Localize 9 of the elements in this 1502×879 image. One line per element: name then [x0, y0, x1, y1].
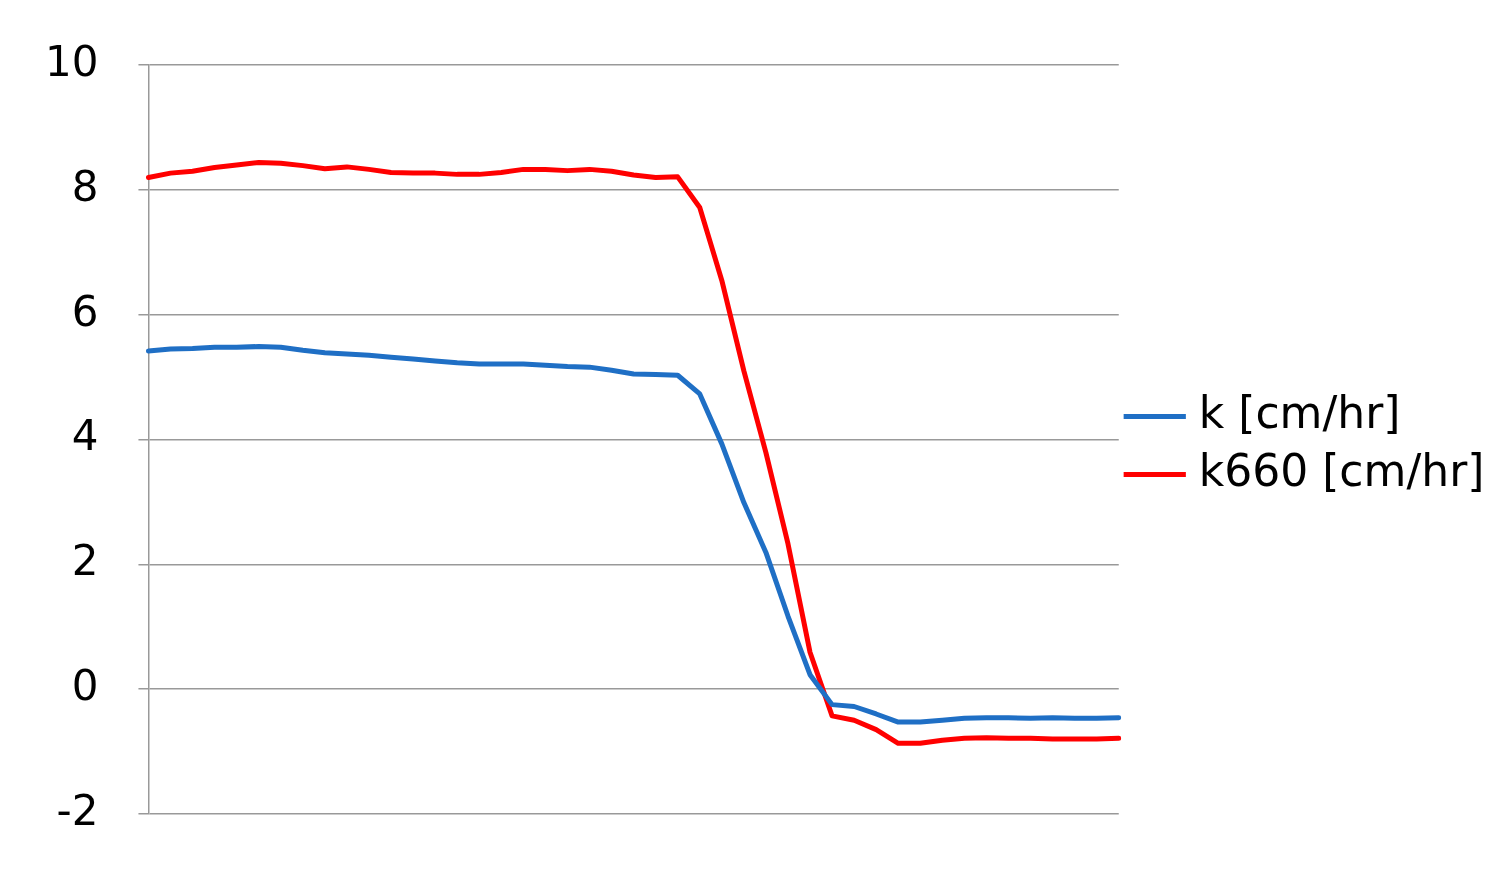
legend-label: k660 [cm/hr] [1198, 444, 1485, 496]
y-tick-label: 0 [71, 660, 99, 710]
y-tick-label: 4 [71, 411, 99, 461]
y-tick-label: 10 [44, 37, 99, 87]
y-tick-label: -2 [56, 785, 99, 835]
y-tick-label: 8 [71, 161, 99, 211]
y-tick-label: 2 [71, 536, 99, 586]
legend-label: k [cm/hr] [1198, 386, 1401, 438]
y-tick-label: 6 [71, 286, 99, 336]
